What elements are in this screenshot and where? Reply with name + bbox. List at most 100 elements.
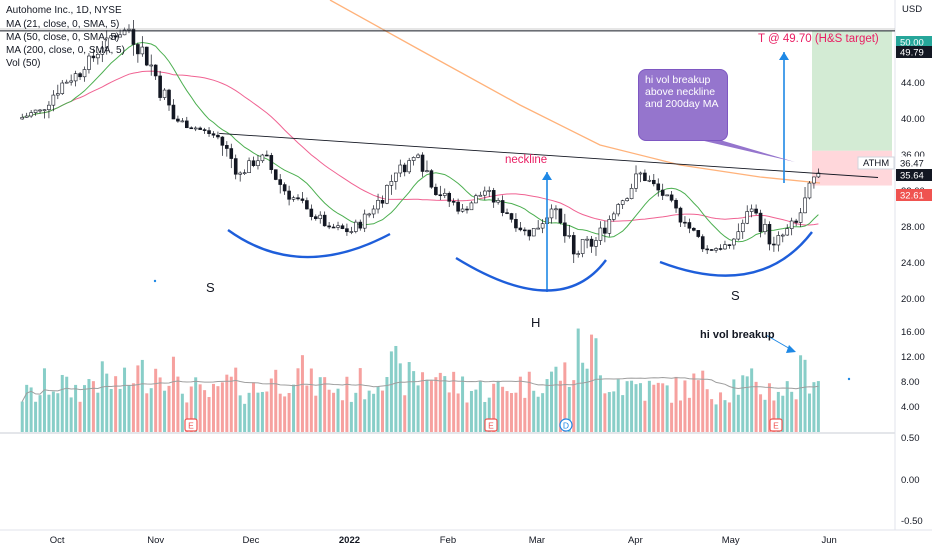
volume-bar <box>514 392 518 432</box>
volume-bar <box>327 389 331 432</box>
volume-bar <box>492 383 496 432</box>
candle-body <box>656 183 661 191</box>
event-marker <box>184 418 198 432</box>
volume-bar <box>416 385 420 432</box>
candle-body <box>238 172 242 175</box>
volume-bar <box>790 391 794 432</box>
volume-bar <box>91 381 95 432</box>
candle-body <box>767 224 772 245</box>
candle-body <box>296 197 300 200</box>
candle-body <box>33 109 38 113</box>
volume-bar <box>554 366 558 432</box>
candle-body <box>56 93 60 96</box>
time-tick-label: Feb <box>440 535 456 546</box>
candle-body <box>554 208 558 211</box>
volume-bar <box>154 368 158 432</box>
legend-title: Autohome Inc., 1D, NYSE <box>6 5 122 16</box>
candle-body <box>678 207 683 223</box>
candle-body <box>416 154 420 158</box>
volume-bar <box>96 392 100 432</box>
volume-bar <box>207 397 211 432</box>
candle-body <box>91 55 96 59</box>
legend-ma50: MA (50, close, 0, SMA, 5) <box>6 32 120 43</box>
volume-bar <box>572 380 576 432</box>
candle-body <box>371 208 376 215</box>
candle-body <box>647 179 652 182</box>
candle-body <box>607 219 612 234</box>
volume-bar <box>527 371 531 432</box>
volume-bar <box>56 393 60 432</box>
candle-body <box>354 221 358 232</box>
event-marker <box>769 418 783 432</box>
volume-bar <box>234 367 238 432</box>
volume-bar <box>163 390 167 432</box>
candle-body <box>229 148 234 159</box>
volume-bar <box>776 391 780 432</box>
time-tick-label: Apr <box>628 535 643 546</box>
candle-body <box>269 155 274 170</box>
price-badge-label: 32.61 <box>900 191 924 202</box>
candle-body <box>660 189 665 196</box>
volume-bar <box>794 399 798 432</box>
target-label: T @ 49.70 (H&S target) <box>758 33 879 45</box>
candle-body <box>447 192 452 202</box>
volume-bar <box>701 370 705 432</box>
volume-bar <box>647 380 651 432</box>
vol-note-label: hi vol breakup <box>700 329 775 341</box>
volume-bar <box>380 390 384 432</box>
volume-bar <box>243 403 247 432</box>
volume-bar <box>131 383 135 432</box>
candle-body <box>336 225 340 228</box>
candle-body <box>812 176 816 184</box>
volume-bar <box>638 383 642 432</box>
price-badge <box>896 169 932 181</box>
volume-bar <box>785 381 789 432</box>
right-shoulder-curve <box>659 231 813 277</box>
candle-body <box>104 37 109 49</box>
price-tick-label: 44.00 <box>901 78 925 89</box>
volume-bar <box>238 395 242 432</box>
time-tick-label: Dec <box>243 535 260 546</box>
volume-bar <box>287 392 291 432</box>
candle-body <box>233 158 238 175</box>
volume-bar <box>670 402 674 432</box>
candle-body <box>225 145 229 149</box>
volume-bar <box>412 371 416 432</box>
volume-bar <box>260 391 264 432</box>
volume-bar <box>278 393 282 432</box>
volume-bar <box>34 401 38 432</box>
volume-bar <box>389 351 393 432</box>
note-callout[interactable]: hi vol breakup above neckline and 200day… <box>638 69 728 141</box>
volume-bar <box>443 376 447 432</box>
candle-body <box>611 213 616 220</box>
volume-bar <box>229 376 233 432</box>
volume-bar <box>567 386 571 432</box>
candle-body <box>322 214 327 227</box>
volume-bar <box>127 385 131 432</box>
volume-bar <box>438 372 442 432</box>
candle-body <box>469 202 474 211</box>
candle-body <box>136 44 140 55</box>
volume-bar <box>469 390 473 432</box>
candle-body <box>87 55 91 70</box>
candle-body <box>536 227 540 230</box>
candle-body <box>549 208 554 219</box>
volume-bar <box>372 393 376 432</box>
candle-body <box>807 182 812 199</box>
candle-body <box>389 181 394 186</box>
time-tick-label: Nov <box>147 535 164 546</box>
right-shoulder-label: S <box>731 288 740 303</box>
candle-body <box>309 208 314 217</box>
candle-body <box>327 225 331 228</box>
candle-body <box>718 248 723 250</box>
candle-body <box>300 198 305 201</box>
volume-bar <box>292 384 296 432</box>
candle-body <box>625 198 629 202</box>
marker-dot <box>153 279 157 283</box>
neckline-label: neckline <box>505 154 547 166</box>
candle-body <box>82 69 87 78</box>
volume-bar <box>274 369 278 432</box>
volume-bar <box>363 399 367 432</box>
neckline-line <box>219 132 879 178</box>
